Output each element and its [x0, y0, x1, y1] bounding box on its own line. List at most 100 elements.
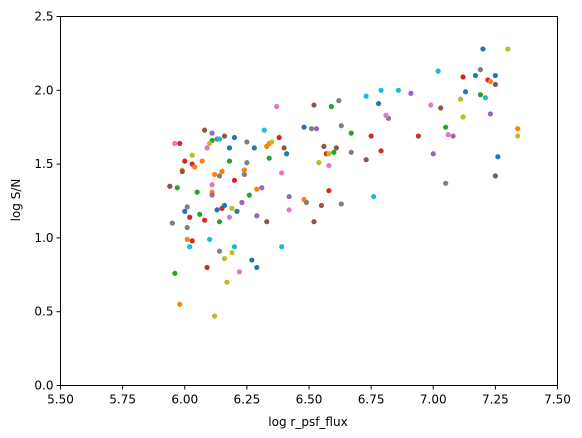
point: [274, 103, 280, 110]
point: [375, 100, 382, 107]
point: [487, 111, 494, 117]
point: [211, 313, 218, 319]
point: [326, 188, 332, 194]
y-tick-label: 1.0: [34, 231, 53, 245]
x-tick-label: 6.75: [358, 393, 385, 407]
point: [269, 139, 275, 145]
point: [244, 139, 250, 145]
point: [179, 168, 185, 175]
point: [239, 199, 245, 206]
point: [192, 164, 198, 170]
point: [492, 72, 498, 79]
x-tick-label: 6.25: [234, 393, 261, 407]
point: [226, 158, 233, 164]
point: [174, 185, 180, 191]
point: [395, 87, 402, 93]
point: [450, 133, 456, 139]
point: [197, 211, 203, 217]
point: [236, 269, 243, 275]
x-tick-label: 7.00: [420, 393, 447, 407]
point: [207, 236, 213, 242]
point: [326, 151, 332, 157]
point: [338, 123, 344, 129]
point: [177, 301, 183, 307]
point: [241, 171, 247, 178]
y-axis-label: log S/N: [9, 179, 23, 222]
point: [234, 208, 240, 214]
point: [226, 145, 233, 151]
x-tick-label: 6.50: [296, 393, 323, 407]
point: [480, 46, 486, 52]
point: [211, 171, 218, 178]
y-tick-label: 2.0: [34, 83, 53, 97]
point: [443, 124, 449, 130]
point: [209, 130, 215, 136]
x-tick-label: 5.50: [47, 393, 74, 407]
point: [214, 207, 220, 213]
x-tick-label: 7.50: [544, 393, 571, 407]
point: [445, 131, 451, 138]
point: [443, 180, 449, 186]
point: [460, 114, 466, 120]
point: [229, 250, 235, 256]
point: [348, 149, 354, 155]
point: [276, 134, 282, 141]
point: [462, 89, 469, 95]
point: [408, 90, 414, 96]
point: [202, 217, 208, 223]
point: [187, 244, 193, 250]
point: [172, 270, 178, 276]
x-tick-label: 5.75: [109, 393, 136, 407]
point: [244, 160, 250, 166]
point: [231, 134, 238, 141]
point: [495, 154, 501, 160]
point: [254, 264, 260, 271]
point: [184, 224, 190, 231]
point: [167, 183, 173, 189]
point: [311, 219, 317, 225]
point: [189, 238, 195, 244]
point: [515, 126, 521, 132]
point: [182, 158, 188, 164]
y-tick-label: 0.0: [34, 379, 53, 393]
point: [189, 152, 195, 158]
point: [209, 182, 215, 188]
x-axis-label: log r_psf_flux: [268, 415, 347, 429]
point: [184, 236, 190, 242]
point: [363, 93, 369, 99]
point: [204, 264, 210, 271]
y-tick-label: 2.5: [34, 10, 53, 24]
point: [338, 201, 344, 207]
point: [172, 140, 178, 147]
point: [328, 103, 334, 110]
point: [460, 74, 466, 80]
point: [229, 205, 235, 211]
x-tick-label: 6.00: [171, 393, 198, 407]
point: [219, 168, 225, 175]
point: [279, 244, 285, 250]
point: [194, 189, 200, 195]
point: [492, 81, 498, 87]
y-tick-label: 0.5: [34, 305, 53, 319]
point: [202, 127, 208, 133]
point: [505, 46, 511, 52]
point: [254, 213, 260, 219]
point: [371, 193, 377, 200]
point: [336, 98, 342, 104]
point: [251, 145, 257, 151]
plot-frame: [60, 16, 558, 386]
point: [224, 279, 230, 285]
point: [303, 199, 310, 206]
point: [311, 102, 317, 108]
point: [331, 149, 337, 155]
point: [216, 219, 223, 225]
point: [216, 248, 223, 254]
point: [204, 145, 210, 151]
point: [286, 207, 292, 213]
point: [259, 185, 265, 191]
point: [482, 95, 489, 101]
point: [169, 220, 175, 226]
point: [378, 148, 384, 154]
point: [301, 124, 307, 130]
